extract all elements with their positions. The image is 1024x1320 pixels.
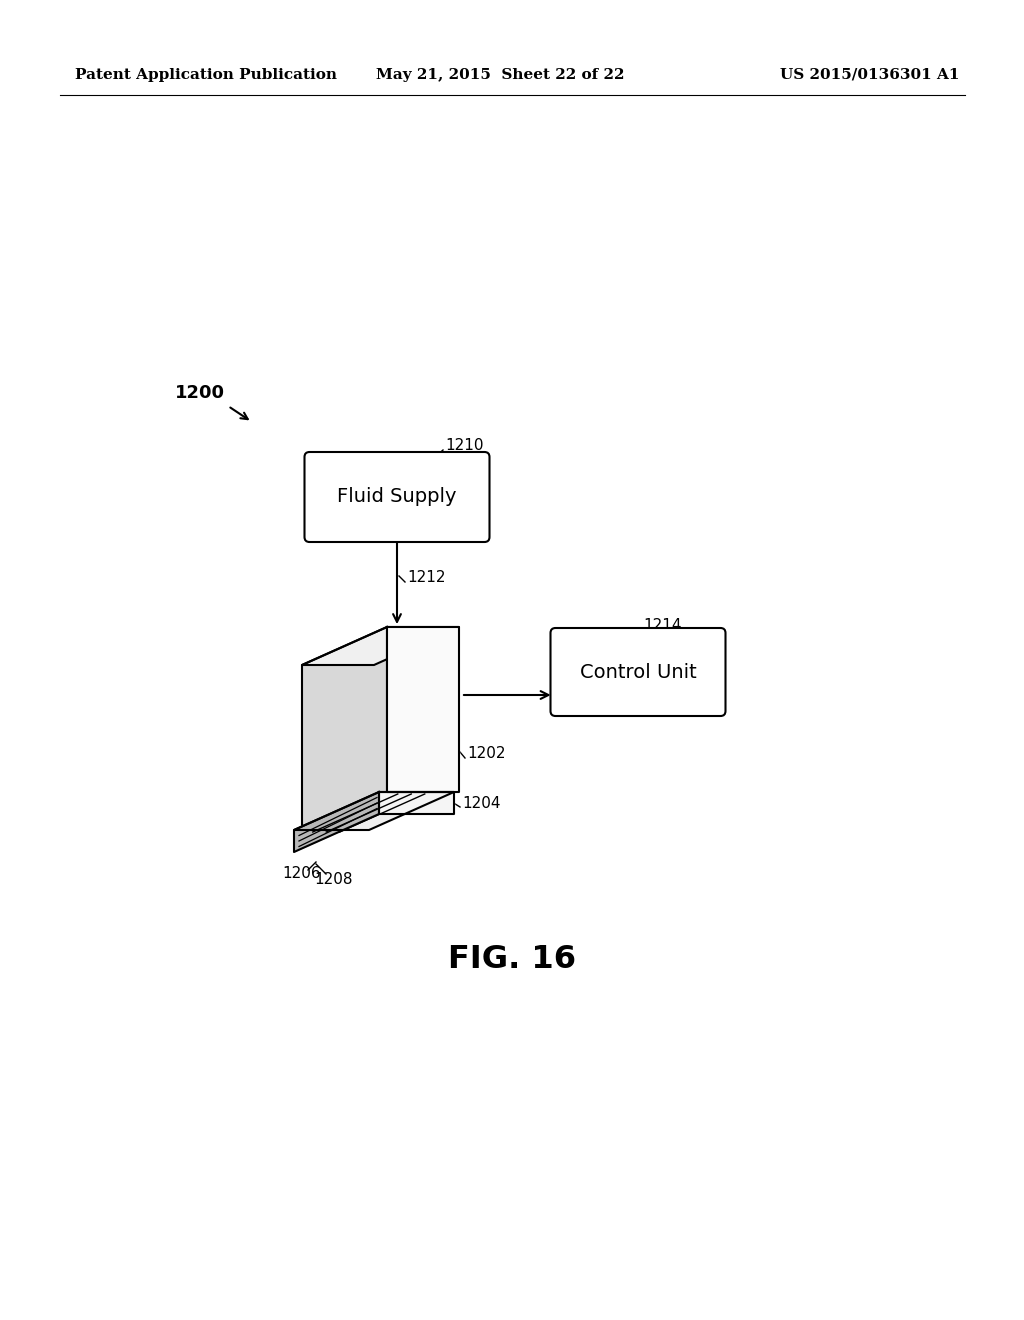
Text: US 2015/0136301 A1: US 2015/0136301 A1 bbox=[780, 69, 961, 82]
Text: 1200: 1200 bbox=[175, 384, 225, 403]
Polygon shape bbox=[379, 792, 454, 814]
Polygon shape bbox=[294, 792, 454, 830]
Text: 1202: 1202 bbox=[467, 747, 506, 762]
Text: Patent Application Publication: Patent Application Publication bbox=[75, 69, 337, 82]
Polygon shape bbox=[387, 627, 459, 792]
Polygon shape bbox=[294, 792, 379, 851]
Text: 1208: 1208 bbox=[314, 873, 352, 887]
Text: FIG. 16: FIG. 16 bbox=[449, 945, 575, 975]
FancyBboxPatch shape bbox=[304, 451, 489, 543]
Text: May 21, 2015  Sheet 22 of 22: May 21, 2015 Sheet 22 of 22 bbox=[376, 69, 625, 82]
Text: 1206: 1206 bbox=[282, 866, 321, 882]
Text: 1214: 1214 bbox=[643, 618, 682, 632]
Text: 1210: 1210 bbox=[445, 437, 483, 453]
Text: 1212: 1212 bbox=[407, 570, 445, 586]
FancyBboxPatch shape bbox=[551, 628, 725, 715]
Polygon shape bbox=[302, 627, 459, 665]
Text: 1204: 1204 bbox=[462, 796, 501, 812]
Text: Control Unit: Control Unit bbox=[580, 663, 696, 681]
Polygon shape bbox=[302, 627, 387, 830]
Text: Fluid Supply: Fluid Supply bbox=[337, 487, 457, 507]
